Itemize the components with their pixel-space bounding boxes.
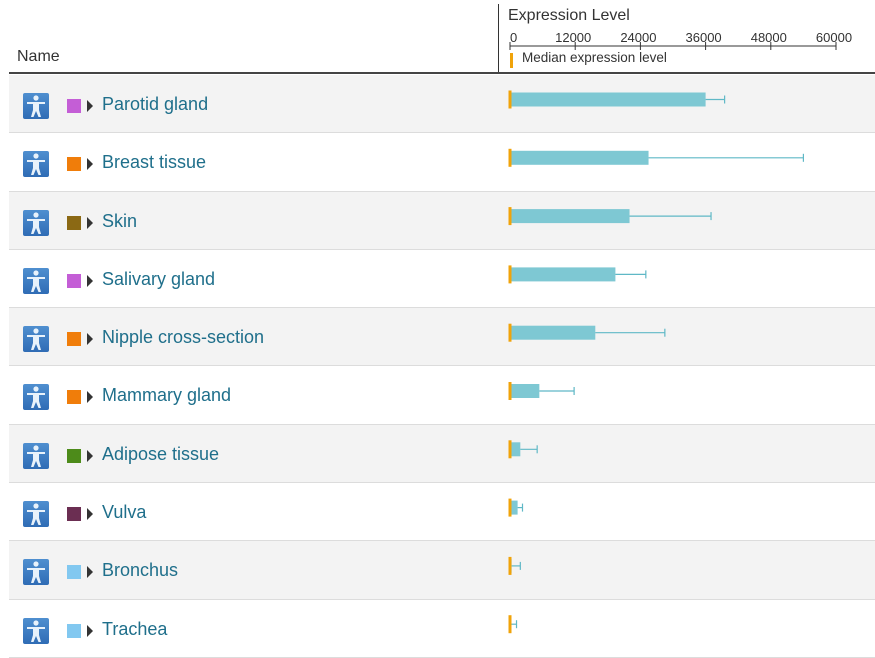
tissue-color-swatch <box>67 390 81 405</box>
tissue-name-link[interactable]: Mammary gland <box>102 385 232 406</box>
tissue-name-link[interactable]: Bronchus <box>102 560 179 581</box>
tissue-row[interactable]: Skin <box>9 191 875 250</box>
expression-bar-group <box>508 323 666 342</box>
tissue-row[interactable]: Bronchus <box>9 541 875 600</box>
body-map-icon[interactable] <box>23 93 49 119</box>
expression-bar <box>510 442 521 457</box>
expression-bar-group <box>508 90 726 109</box>
expression-bar-group <box>508 556 521 575</box>
median-marker <box>508 148 512 167</box>
expression-level-title: Expression Level <box>508 7 630 24</box>
tissue-row[interactable]: Nipple cross-section <box>9 308 875 367</box>
median-marker <box>508 265 512 284</box>
expression-bar <box>510 150 649 165</box>
x-tick-label: 36000 <box>686 30 722 45</box>
tissue-color-swatch <box>67 157 81 172</box>
x-tick-label: 48000 <box>751 30 787 45</box>
tissue-name-link[interactable]: Salivary gland <box>102 268 216 289</box>
name-column-header: Name <box>17 48 60 65</box>
expression-bar-group <box>508 498 524 517</box>
expression-bar-group <box>508 382 575 400</box>
tissue-color-swatch <box>67 507 81 522</box>
x-tick-label: 0 <box>510 30 517 45</box>
tissue-name-link[interactable]: Parotid gland <box>102 94 209 114</box>
expand-arrow-icon[interactable] <box>87 449 93 462</box>
tissue-row[interactable]: Breast tissue <box>9 133 875 192</box>
tissue-row[interactable]: Parotid gland <box>9 75 875 134</box>
expand-arrow-icon[interactable] <box>87 333 93 346</box>
expression-bar-group <box>508 207 712 226</box>
expression-bar-group <box>508 615 518 634</box>
median-marker <box>508 382 512 400</box>
expression-bar <box>510 500 518 515</box>
body-map-icon[interactable] <box>23 442 49 469</box>
tissue-name-link[interactable]: Vulva <box>102 502 147 523</box>
x-axis: 0 12000 24000 36000 48000 60000 <box>509 30 852 50</box>
expression-bars <box>508 90 805 634</box>
expand-arrow-icon[interactable] <box>87 216 93 229</box>
expression-bar <box>510 267 616 282</box>
tissue-color-swatch <box>67 99 81 113</box>
tissue-list: Parotid gland Breast tissue Skin Salivary g… <box>9 75 875 658</box>
tissue-name-link[interactable]: Skin <box>102 210 138 231</box>
header-rule <box>9 72 875 74</box>
tissue-name-link[interactable]: Nipple cross-section <box>102 327 265 348</box>
tissue-color-swatch <box>67 332 81 347</box>
median-legend-label: Median expression level <box>522 50 667 65</box>
median-marker <box>508 323 512 342</box>
median-marker <box>508 440 512 459</box>
expand-arrow-icon[interactable] <box>87 391 93 404</box>
body-map-icon[interactable] <box>23 209 49 236</box>
tissue-row[interactable]: Salivary gland <box>9 249 875 309</box>
x-tick-label: 24000 <box>620 30 656 45</box>
expression-bar <box>510 92 706 107</box>
body-map-icon[interactable] <box>23 501 49 528</box>
expression-bar-group <box>508 148 805 167</box>
expand-arrow-icon[interactable] <box>87 624 93 637</box>
expand-arrow-icon[interactable] <box>87 100 93 112</box>
body-map-icon[interactable] <box>23 384 49 411</box>
expression-bar <box>510 384 540 398</box>
median-marker <box>508 90 512 109</box>
tissue-row[interactable]: Mammary gland <box>9 366 875 425</box>
tissue-color-swatch <box>67 448 81 463</box>
body-map-icon[interactable] <box>23 617 49 644</box>
tissue-color-swatch <box>67 623 81 638</box>
tissue-name-link[interactable]: Trachea <box>102 618 168 639</box>
median-marker <box>508 556 512 575</box>
body-map-icon[interactable] <box>23 151 49 178</box>
expand-arrow-icon[interactable] <box>87 566 93 579</box>
body-map-icon[interactable] <box>23 267 49 294</box>
expression-bar <box>510 209 630 224</box>
expand-arrow-icon[interactable] <box>87 158 93 171</box>
tissue-color-swatch <box>67 273 81 288</box>
median-marker <box>508 207 512 226</box>
body-map-icon[interactable] <box>23 559 49 586</box>
expression-bar <box>510 325 596 340</box>
tissue-row[interactable]: Trachea <box>9 599 875 658</box>
median-marker <box>508 615 512 634</box>
median-legend-swatch <box>510 53 513 68</box>
expand-arrow-icon[interactable] <box>87 508 93 521</box>
tissue-name-link[interactable]: Breast tissue <box>102 152 207 173</box>
body-map-icon[interactable] <box>23 326 49 353</box>
x-tick-label: 12000 <box>555 30 591 45</box>
expression-bar-group <box>508 440 538 459</box>
header-divider <box>498 4 499 73</box>
tissue-color-swatch <box>67 215 81 230</box>
median-marker <box>508 498 512 517</box>
expand-arrow-icon[interactable] <box>87 274 93 287</box>
chart-header: Name Expression Level 0 12000 24000 36000 48… <box>0 0 875 74</box>
tissue-name-link[interactable]: Adipose tissue <box>102 443 220 464</box>
tissue-row[interactable]: Vulva <box>9 483 875 542</box>
x-tick-label: 60000 <box>816 30 852 45</box>
tissue-row[interactable]: Adipose tissue <box>9 424 875 484</box>
expression-bar-group <box>508 265 647 284</box>
tissue-color-swatch <box>67 565 81 580</box>
